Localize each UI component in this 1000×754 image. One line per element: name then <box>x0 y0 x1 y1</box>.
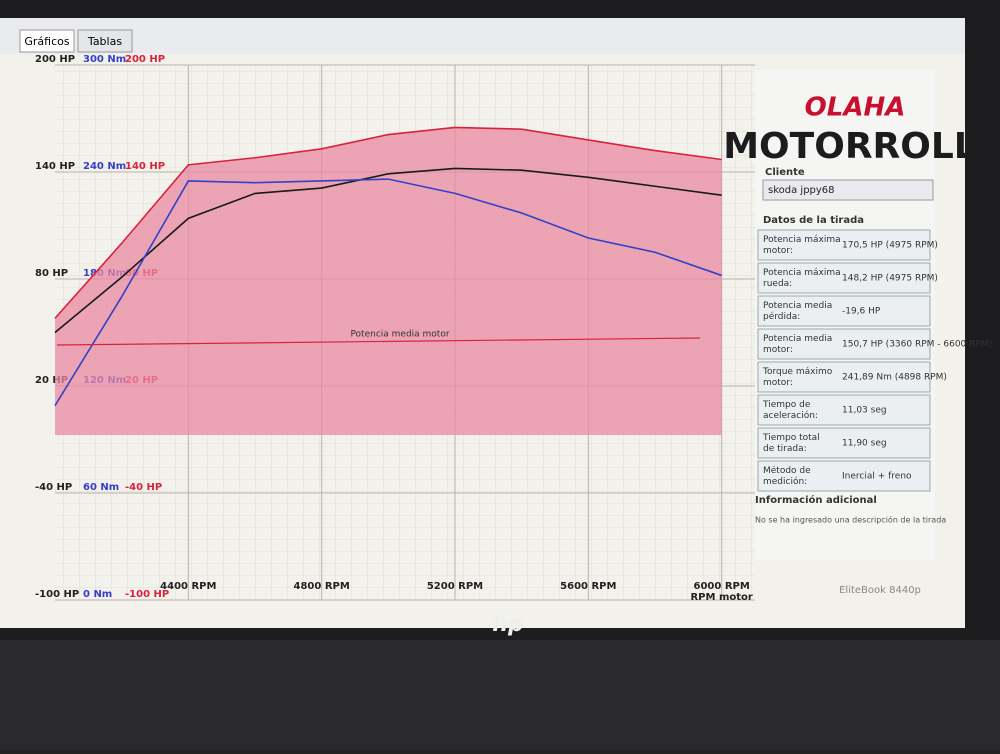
row-label: Potencia máxima rueda: <box>763 268 841 289</box>
area <box>55 127 722 436</box>
client-value: skoda jppy68 <box>768 185 835 196</box>
y3-tick-label: 200 HP <box>125 54 165 65</box>
data-row <box>757 229 931 261</box>
y3-tick-label: -40 HP <box>125 482 162 493</box>
data-row <box>757 427 931 459</box>
y2-tick-label: 300 Nm <box>83 54 126 65</box>
tab-label[interactable]: Gráficos <box>24 35 69 48</box>
tab[interactable] <box>77 29 133 53</box>
row-label: Tiempo de aceleración: <box>762 400 818 421</box>
y-tick-label: 20 HP <box>35 375 68 386</box>
y-tick-label: -40 HP <box>35 482 72 493</box>
y-tick-label: 80 HP <box>35 268 68 279</box>
row-value: 11,03 seg <box>842 406 887 416</box>
data-row <box>757 460 931 492</box>
series-line <box>54 126 722 319</box>
row-label: Potencia máxima motor: <box>763 235 841 256</box>
row-label: Torque máximo motor: <box>762 367 833 388</box>
y2-tick-label: 240 Nm <box>83 161 126 172</box>
y3-tick-label: -100 HP <box>125 589 169 600</box>
row-value: 170,5 HP (4975 RPM) <box>842 241 938 251</box>
data-row <box>757 361 931 393</box>
row-value: 241,89 Nm (4898 RPM) <box>842 373 947 383</box>
row-label: Potencia media pérdida: <box>763 301 832 322</box>
x-tick-label: 6000 RPM <box>694 581 750 592</box>
brand: hp <box>492 612 523 637</box>
data-row <box>757 262 931 294</box>
x-tick-label: 5200 RPM <box>427 581 483 592</box>
logo: MOTORROLL <box>723 126 977 167</box>
info-title: Información adicional <box>755 494 877 506</box>
info-text: No se ha ingresado una descripción de la… <box>755 515 946 525</box>
row-value: -19,6 HP <box>842 307 881 317</box>
tab[interactable] <box>19 29 75 53</box>
y-tick-label: -100 HP <box>35 589 79 600</box>
tab-label[interactable]: Tablas <box>87 35 122 48</box>
y3-tick-label: 140 HP <box>125 161 165 172</box>
lower-bezel <box>0 640 1000 750</box>
data-row <box>757 328 931 360</box>
series-line <box>54 178 722 407</box>
row-value: 150,7 HP (3360 RPM - 6600 RPM) <box>842 340 992 350</box>
row-label: Tiempo total de tirada: <box>762 433 820 454</box>
client-input[interactable] <box>762 179 934 201</box>
x-tick-label: 4800 RPM <box>294 581 350 592</box>
x-tick-label: 5600 RPM <box>560 581 616 592</box>
y-tick-label: 140 HP <box>35 161 75 172</box>
x-tick-label: 4400 RPM <box>160 581 216 592</box>
row-value: 148,2 HP (4975 RPM) <box>842 274 938 284</box>
row-label: Método de medición: <box>763 465 811 487</box>
row-value: Inercial + freno <box>842 472 912 482</box>
series-line <box>54 167 722 334</box>
data-row <box>757 394 931 426</box>
y2-tick-label: 0 Nm <box>83 589 112 600</box>
y-tick-label: 200 HP <box>35 54 75 65</box>
toolbar <box>0 18 965 54</box>
logo-top: OLAHA <box>805 93 906 123</box>
client-label: Cliente <box>765 167 805 178</box>
annotation-arrow <box>56 337 701 346</box>
annotation: Potencia media motor <box>350 330 449 340</box>
row-value: 11,90 seg <box>842 439 887 449</box>
model: EliteBook 8440p <box>839 585 921 596</box>
y2-tick-label: 60 Nm <box>83 482 119 493</box>
data-row <box>757 295 931 327</box>
x-axis-label: RPM motor <box>690 592 752 603</box>
section-title: Datos de la tirada <box>763 215 864 226</box>
row-label: Potencia media motor: <box>763 334 832 355</box>
